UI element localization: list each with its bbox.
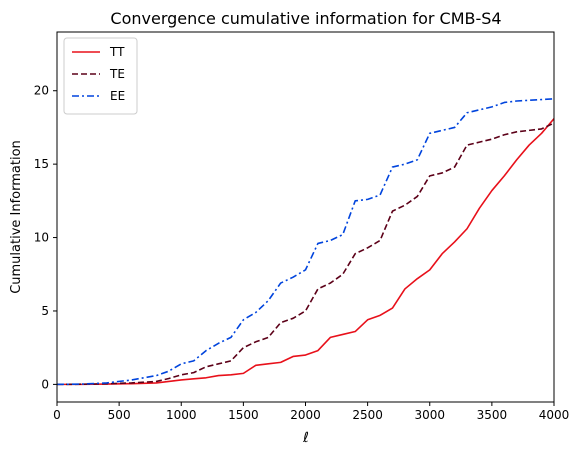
x-axis-ticks: 0 500 1000 1500 2000 2500 3000 3500 4000: [53, 402, 569, 422]
x-tick-label: 4000: [539, 408, 570, 422]
x-tick-label: 3500: [477, 408, 508, 422]
chart-title: Convergence cumulative information for C…: [110, 9, 501, 28]
series-line-te: [56, 122, 555, 386]
y-axis-ticks: 0 5 10 15 20: [34, 84, 57, 391]
y-tick-label: 5: [41, 304, 49, 318]
x-tick-label: 1500: [228, 408, 259, 422]
legend-label-tt: TT: [109, 45, 125, 59]
x-tick-label: 3000: [414, 408, 445, 422]
x-tick-label: 0: [53, 408, 61, 422]
y-tick-label: 10: [34, 231, 49, 245]
y-tick-label: 20: [34, 84, 49, 98]
legend: TT TE EE: [63, 37, 138, 115]
series-line-tt: [57, 118, 555, 386]
x-tick-label: 1000: [166, 408, 197, 422]
x-tick-label: 500: [108, 408, 131, 422]
x-axis-label: ℓ: [302, 430, 309, 446]
y-axis-label: Cumulative Information: [9, 140, 24, 294]
y-tick-label: 0: [41, 377, 49, 391]
y-tick-label: 15: [34, 157, 49, 171]
plot-lines: [56, 98, 555, 386]
x-tick-label: 2500: [352, 408, 383, 422]
legend-box: [63, 37, 138, 115]
x-tick-label: 2000: [290, 408, 321, 422]
legend-label-ee: EE: [110, 89, 125, 103]
legend-label-te: TE: [109, 67, 125, 81]
